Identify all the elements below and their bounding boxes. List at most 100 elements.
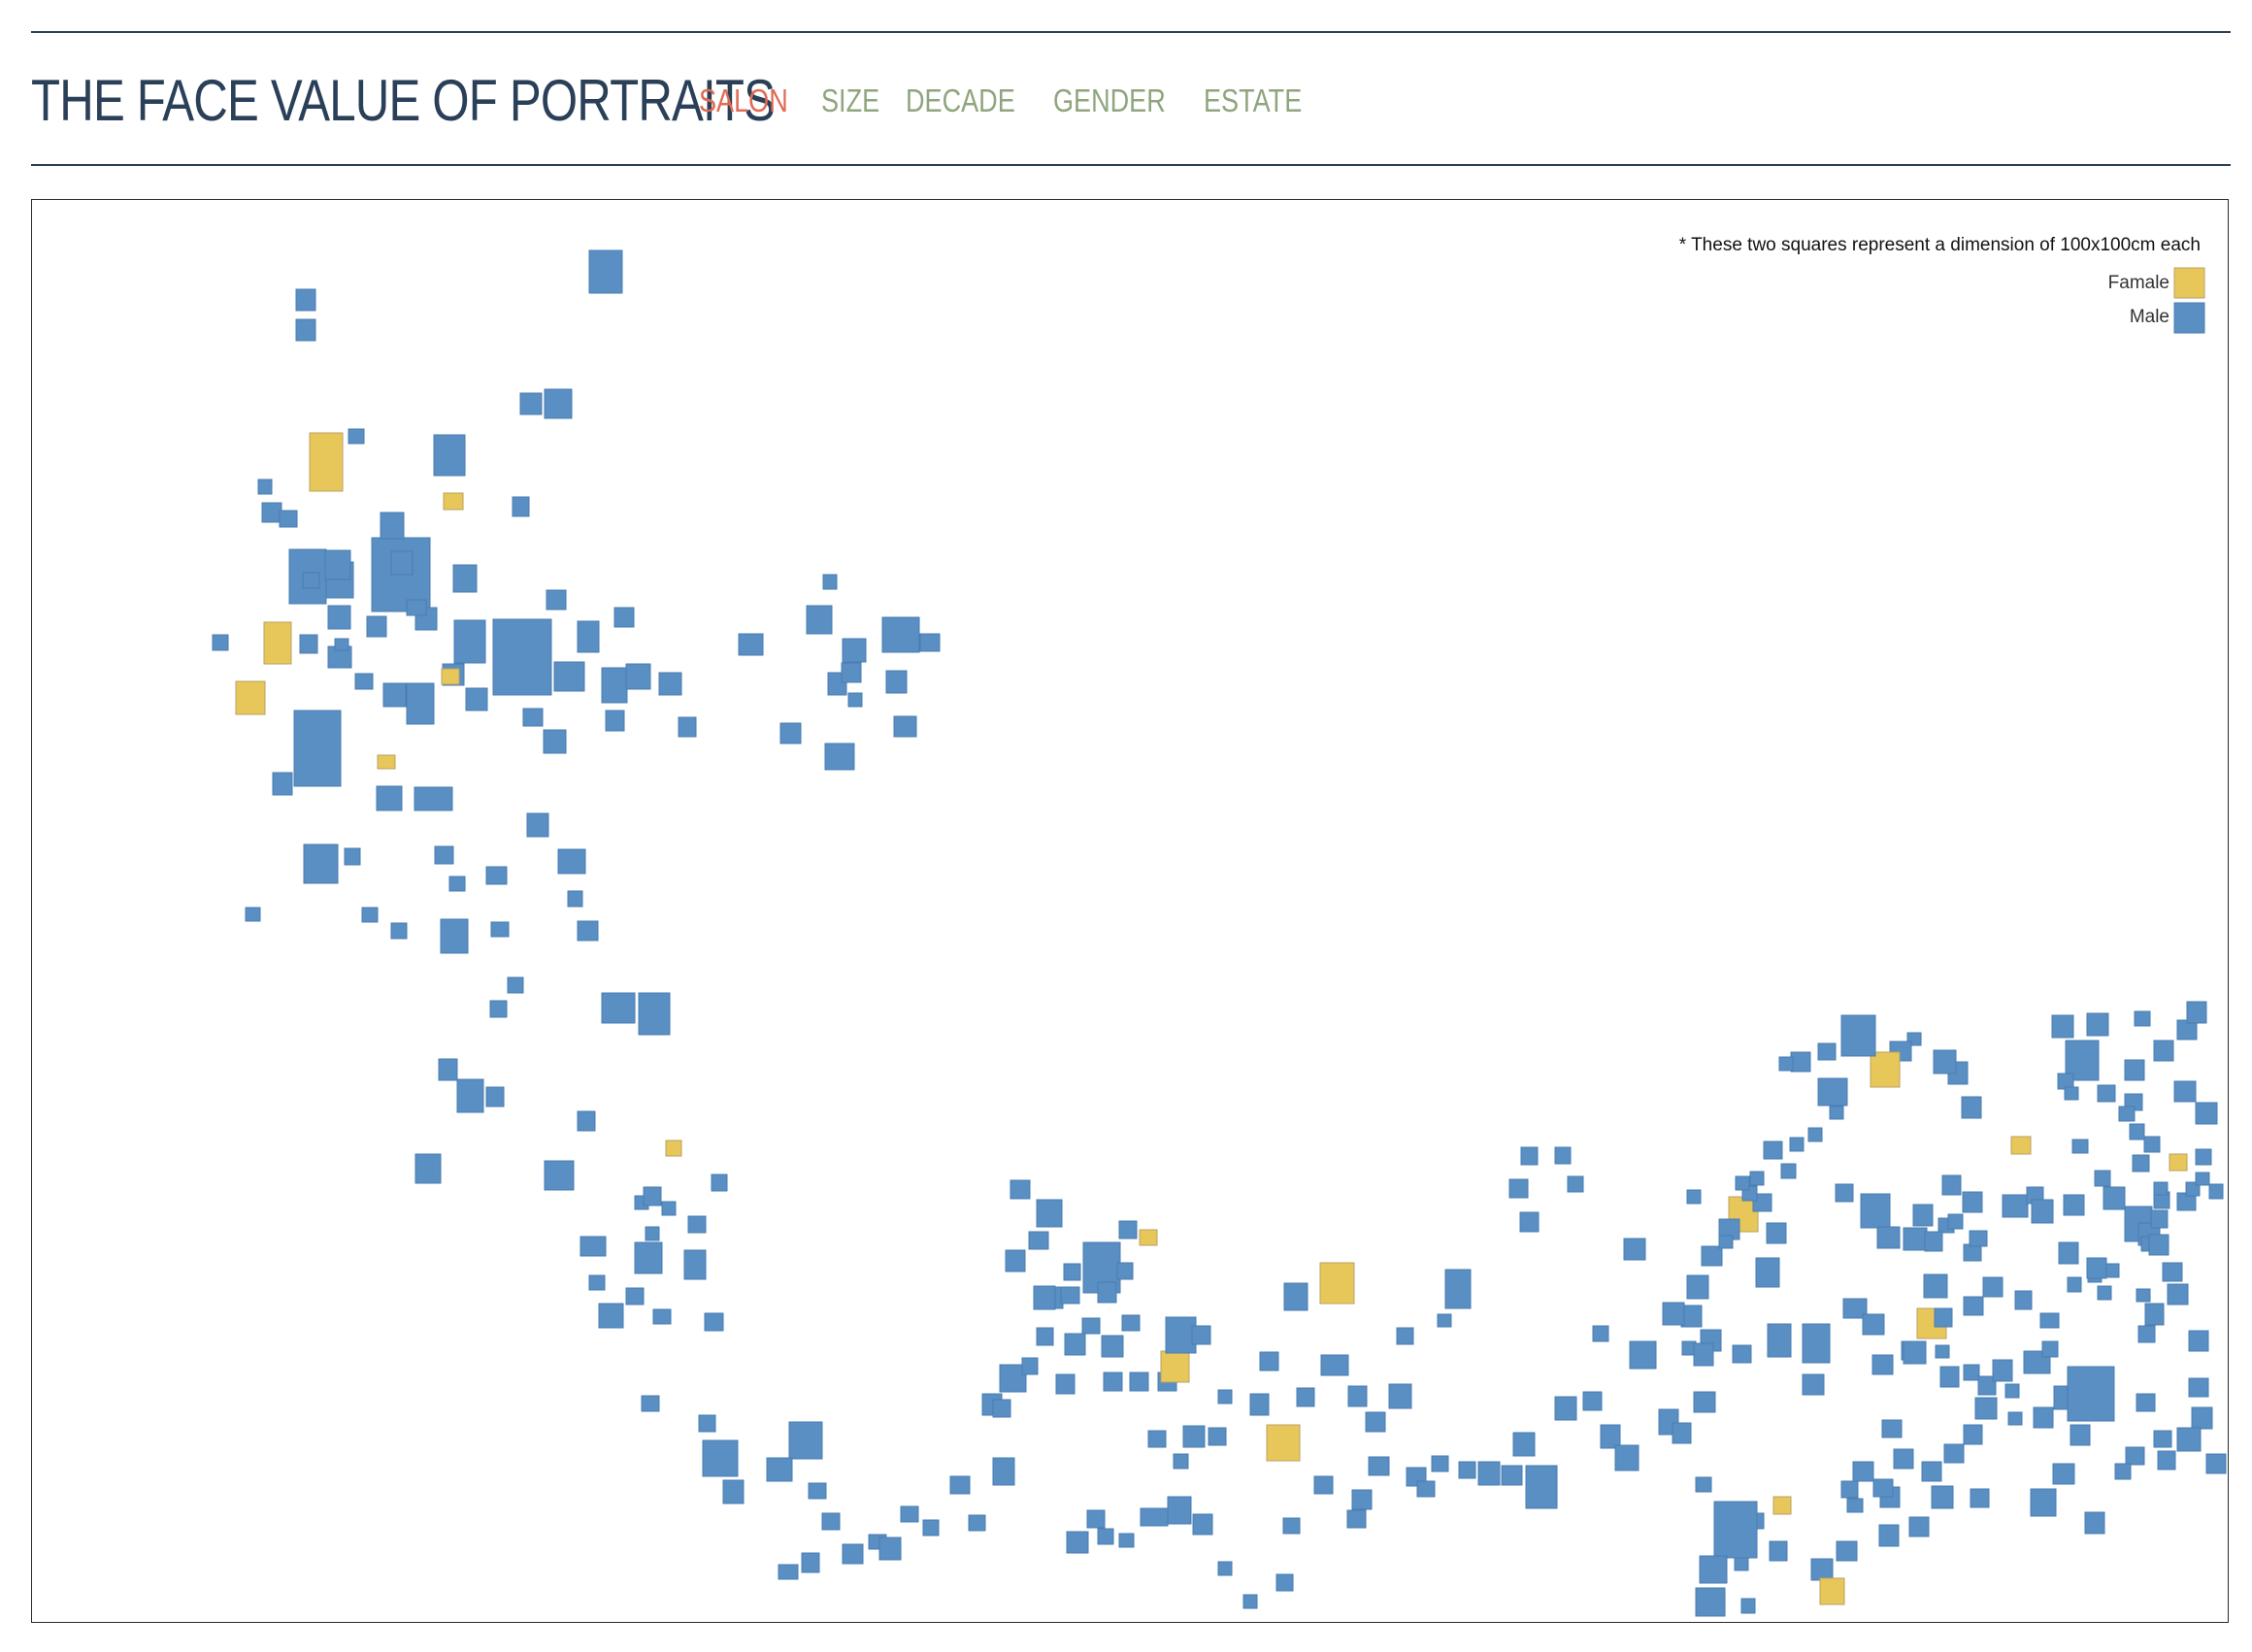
portrait-square-male[interactable] <box>893 715 917 738</box>
portrait-square-male[interactable] <box>1713 1501 1758 1559</box>
portrait-square-male[interactable] <box>1963 1296 1984 1316</box>
portrait-square-male[interactable] <box>1249 1393 1270 1416</box>
portrait-square-male[interactable] <box>1732 1344 1752 1364</box>
portrait-square-male[interactable] <box>448 876 466 892</box>
portrait-square-male[interactable] <box>1283 1282 1308 1311</box>
portrait-square-male[interactable] <box>2143 1136 2161 1153</box>
portrait-square-male[interactable] <box>613 607 635 628</box>
portrait-square-male[interactable] <box>348 428 365 445</box>
portrait-square-male[interactable] <box>2129 1123 2145 1140</box>
portrait-square-male[interactable] <box>1217 1561 1233 1576</box>
portrait-square-male[interactable] <box>698 1414 716 1433</box>
portrait-square-male[interactable] <box>1347 1385 1368 1407</box>
portrait-square-male[interactable] <box>492 618 552 696</box>
portrait-square-male[interactable] <box>1208 1427 1227 1446</box>
portrait-square-male[interactable] <box>1165 1316 1197 1354</box>
portrait-square-male[interactable] <box>605 710 625 732</box>
tab-decade[interactable]: DECADE <box>906 83 1016 118</box>
portrait-square-male[interactable] <box>2137 1325 2156 1343</box>
portrait-square-male[interactable] <box>1790 1051 1811 1073</box>
portrait-square-male[interactable] <box>1097 1281 1117 1304</box>
portrait-square-male[interactable] <box>567 890 583 908</box>
portrait-square-male[interactable] <box>1623 1238 1646 1261</box>
portrait-square-male[interactable] <box>2041 1340 2059 1358</box>
portrait-square-male[interactable] <box>1735 1175 1750 1191</box>
portrait-square-male[interactable] <box>2058 1241 2079 1265</box>
portrait-square-male[interactable] <box>1388 1383 1412 1409</box>
portrait-square-male[interactable] <box>303 843 339 884</box>
portrait-square-male[interactable] <box>440 918 469 954</box>
portrait-square-male[interactable] <box>299 634 318 654</box>
portrait-square-male[interactable] <box>1835 1183 1854 1203</box>
portrait-square-male[interactable] <box>1840 1480 1859 1499</box>
portrait-square-male[interactable] <box>2136 1393 2156 1412</box>
portrait-square-male[interactable] <box>1444 1269 1472 1309</box>
portrait-square-male[interactable] <box>841 662 862 683</box>
portrait-square-male[interactable] <box>919 633 941 652</box>
portrait-square-male[interactable] <box>1810 1558 1834 1581</box>
portrait-square-female[interactable] <box>1266 1424 1301 1462</box>
portrait-square-male[interactable] <box>2064 1086 2079 1101</box>
portrait-square-male[interactable] <box>2071 1139 2089 1154</box>
portrait-square-male[interactable] <box>638 992 671 1036</box>
portrait-square-male[interactable] <box>885 670 908 694</box>
portrait-square-male[interactable] <box>1752 1193 1772 1212</box>
portrait-square-male[interactable] <box>1192 1513 1213 1536</box>
portrait-square-male[interactable] <box>1662 1302 1685 1326</box>
portrait-square-male[interactable] <box>2188 1377 2209 1398</box>
portrait-square-male[interactable] <box>1962 1191 1983 1213</box>
portrait-square-male[interactable] <box>881 616 920 653</box>
portrait-square-male[interactable] <box>2134 1010 2151 1027</box>
portrait-square-male[interactable] <box>1871 1354 1894 1375</box>
portrait-square-male[interactable] <box>900 1505 919 1523</box>
portrait-square-male[interactable] <box>257 479 273 495</box>
portrait-square-male[interactable] <box>2086 1012 2109 1037</box>
portrait-square-male[interactable] <box>507 976 524 994</box>
portrait-square-male[interactable] <box>645 1226 660 1241</box>
portrait-square-male[interactable] <box>1081 1317 1101 1335</box>
portrait-square-male[interactable] <box>1118 1220 1138 1239</box>
portrait-square-male[interactable] <box>577 920 599 942</box>
portrait-square-male[interactable] <box>245 907 261 922</box>
portrait-square-male[interactable] <box>2031 1199 2054 1224</box>
portrait-square-male[interactable] <box>588 1274 606 1291</box>
portrait-square-male[interactable] <box>453 619 486 664</box>
portrait-square-male[interactable] <box>1755 1257 1780 1288</box>
portrait-square-male[interactable] <box>1695 1476 1712 1493</box>
portrait-square-male[interactable] <box>1767 1323 1792 1358</box>
portrait-square-male[interactable] <box>2188 1330 2209 1352</box>
portrait-square-male[interactable] <box>1259 1351 1279 1371</box>
portrait-square-male[interactable] <box>625 1287 645 1305</box>
portrait-square-male[interactable] <box>1365 1411 1386 1433</box>
portrait-square-male[interactable] <box>1182 1425 1206 1448</box>
portrait-square-male[interactable] <box>1554 1146 1572 1165</box>
portrait-square-male[interactable] <box>456 1078 484 1113</box>
portrait-square-male[interactable] <box>485 1086 505 1107</box>
portrait-square-male[interactable] <box>279 510 298 528</box>
portrait-square-male[interactable] <box>588 249 623 294</box>
portrait-square-male[interactable] <box>2004 1383 2020 1399</box>
portrait-square-male[interactable] <box>1912 1204 1934 1227</box>
portrait-square-male[interactable] <box>2084 1511 2105 1535</box>
portrait-square-male[interactable] <box>1963 1364 1980 1381</box>
portrait-square-male[interactable] <box>1173 1453 1189 1470</box>
portrait-square-male[interactable] <box>992 1457 1015 1486</box>
portrait-square-male[interactable] <box>544 1160 575 1191</box>
portrait-square-male[interactable] <box>641 1395 660 1412</box>
portrait-square-male[interactable] <box>2167 1283 2189 1305</box>
portrait-square-male[interactable] <box>634 1241 663 1274</box>
portrait-square-male[interactable] <box>1567 1175 1584 1193</box>
portrait-square-male[interactable] <box>1846 1498 1864 1513</box>
portrait-square-male[interactable] <box>738 633 764 656</box>
portrait-square-male[interactable] <box>2007 1411 2023 1426</box>
portrait-square-male[interactable] <box>1614 1444 1639 1471</box>
portrait-square-male[interactable] <box>821 1512 841 1531</box>
portrait-square-male[interactable] <box>327 605 351 630</box>
portrait-square-male[interactable] <box>1512 1432 1536 1457</box>
portrait-square-male[interactable] <box>1876 1226 1901 1249</box>
portrait-square-male[interactable] <box>847 692 863 708</box>
portrait-square-male[interactable] <box>406 599 427 616</box>
portrait-square-male[interactable] <box>295 288 316 312</box>
portrait-square-female[interactable] <box>1319 1262 1355 1305</box>
portrait-square-male[interactable] <box>2033 1406 2054 1429</box>
